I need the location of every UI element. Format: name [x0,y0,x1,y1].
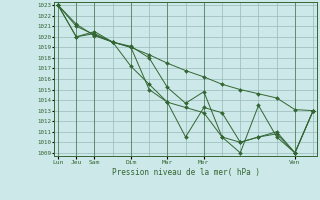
X-axis label: Pression niveau de la mer( hPa ): Pression niveau de la mer( hPa ) [112,168,260,177]
